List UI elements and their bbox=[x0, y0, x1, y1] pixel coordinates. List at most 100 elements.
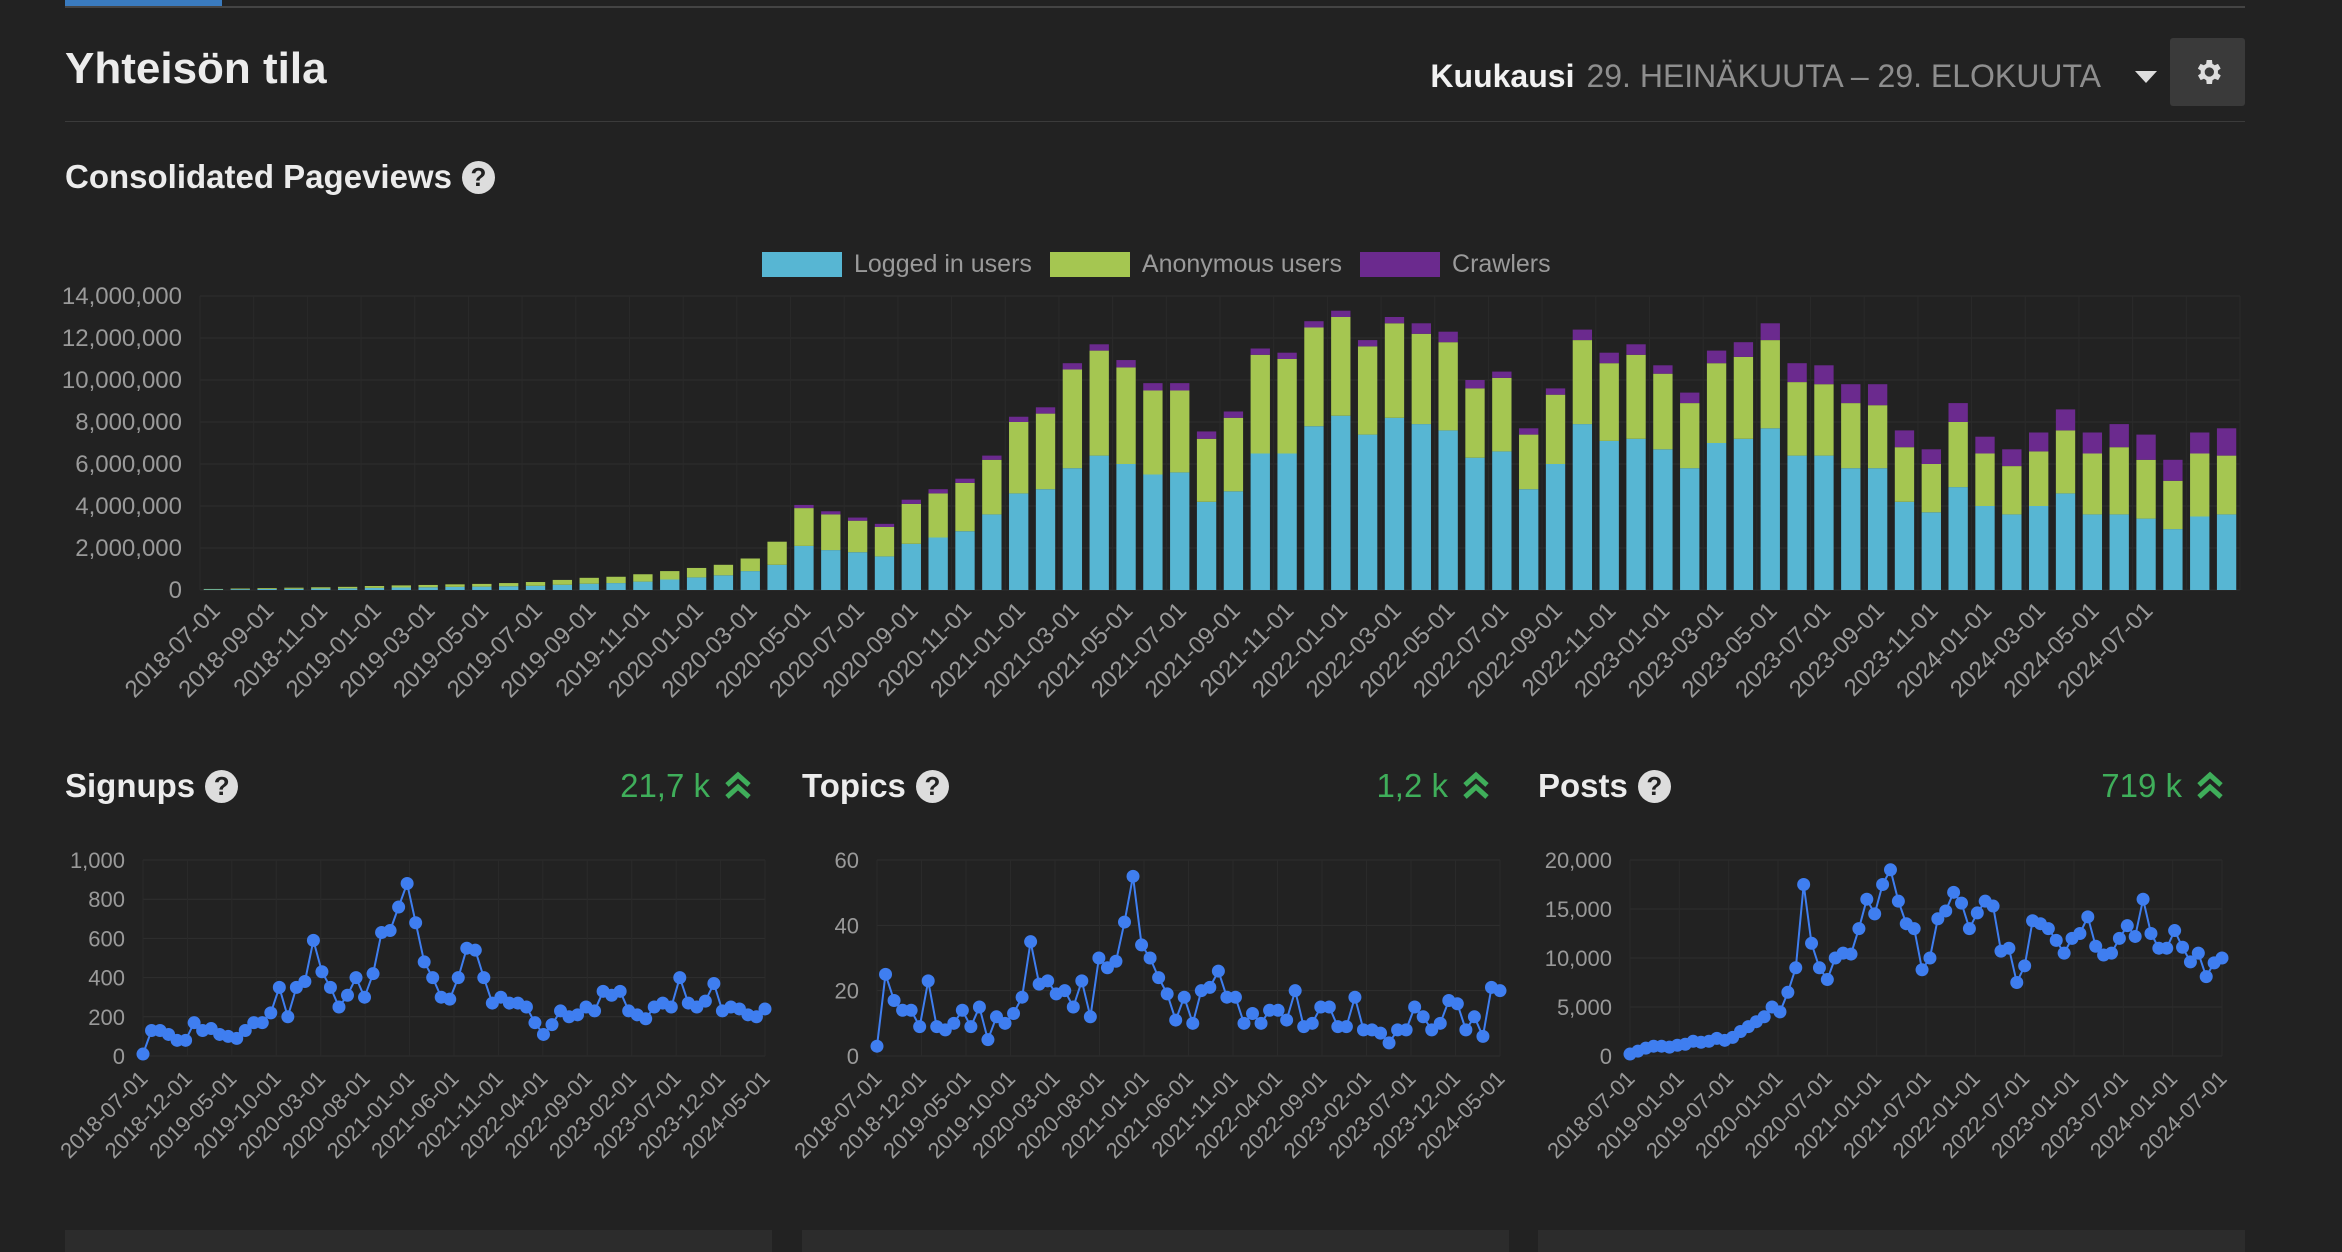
data-point bbox=[1907, 922, 1921, 936]
data-point bbox=[1939, 904, 1953, 918]
bar-segment bbox=[1089, 344, 1109, 351]
data-point bbox=[443, 992, 457, 1006]
bar-segment bbox=[2190, 453, 2210, 517]
bar-segment bbox=[1545, 464, 1566, 590]
data-point bbox=[1757, 1010, 1771, 1024]
bar-segment bbox=[579, 577, 599, 584]
data-point bbox=[315, 965, 329, 979]
bar-segment bbox=[794, 545, 814, 590]
bar-segment bbox=[1116, 360, 1136, 368]
data-point bbox=[1117, 915, 1131, 929]
data-point bbox=[2136, 892, 2150, 906]
data-point bbox=[1135, 938, 1149, 952]
bar-segment bbox=[364, 587, 385, 590]
data-point bbox=[904, 1003, 918, 1017]
bar-segment bbox=[2055, 493, 2076, 590]
legend-swatch bbox=[1049, 252, 1130, 277]
help-icon[interactable]: ? bbox=[205, 769, 239, 803]
bar-segment bbox=[982, 455, 1002, 460]
bar-segment bbox=[1438, 430, 1458, 590]
bar-segment bbox=[472, 586, 492, 590]
bar-segment bbox=[2055, 409, 2076, 431]
bar-segment bbox=[982, 514, 1002, 590]
bar-segment bbox=[2029, 451, 2049, 506]
legend-item-crawlers[interactable]: Crawlers bbox=[1360, 250, 1551, 279]
bar-segment bbox=[1572, 424, 1593, 590]
data-point bbox=[1152, 971, 1166, 985]
bar-segment bbox=[1143, 474, 1163, 590]
period-selector[interactable]: Kuukausi 29. HEINÄKUUTA – 29. ELOKUUTA bbox=[1430, 58, 2157, 95]
legend-item-anonymous[interactable]: Anonymous users bbox=[1049, 250, 1342, 279]
gear-icon bbox=[2197, 60, 2221, 84]
data-point bbox=[1305, 1016, 1319, 1030]
settings-button[interactable] bbox=[2170, 38, 2245, 106]
data-point bbox=[340, 988, 354, 1002]
data-point bbox=[1339, 1020, 1353, 1034]
bar-segment bbox=[1626, 438, 1646, 590]
bar-segment bbox=[2163, 459, 2183, 481]
bar-segment bbox=[1706, 350, 1727, 364]
bar-segment bbox=[1626, 354, 1646, 439]
data-point bbox=[383, 924, 397, 938]
bar-segment bbox=[606, 583, 626, 590]
bar-segment bbox=[1465, 457, 1485, 590]
bar-segment bbox=[1841, 403, 1861, 469]
data-point bbox=[1947, 885, 1961, 899]
data-point bbox=[417, 955, 431, 969]
bar-segment bbox=[1250, 453, 1270, 590]
bar-segment bbox=[445, 584, 465, 587]
bar-segment bbox=[1170, 383, 1190, 391]
active-tab-indicator[interactable] bbox=[65, 0, 222, 8]
data-point bbox=[1923, 951, 1937, 965]
bar-segment bbox=[2055, 430, 2076, 494]
help-icon[interactable]: ? bbox=[1637, 769, 1671, 803]
data-point bbox=[955, 1003, 969, 1017]
bar-segment bbox=[1411, 333, 1431, 425]
topics-chart: 60402002018-07-012018-12-012019-05-01201… bbox=[789, 848, 1509, 1163]
posts-title-text: Posts bbox=[1538, 767, 1628, 804]
bar-segment bbox=[794, 508, 814, 546]
legend-item-logged-in[interactable]: Logged in users bbox=[762, 250, 1032, 279]
topics-title: Topics ? bbox=[802, 767, 949, 805]
bar-segment bbox=[1572, 340, 1593, 425]
bar-segment bbox=[928, 489, 948, 494]
data-point bbox=[272, 980, 286, 994]
bar-segment bbox=[2109, 514, 2129, 590]
y-tick-label: 800 bbox=[88, 887, 125, 912]
help-icon[interactable]: ? bbox=[461, 160, 495, 194]
bar-segment bbox=[740, 558, 760, 572]
bar-segment bbox=[1867, 468, 1888, 590]
data-point bbox=[1416, 1010, 1430, 1024]
y-tick-label: 2,000,000 bbox=[75, 535, 182, 562]
bar-segment bbox=[1599, 363, 1619, 441]
legend-label: Logged in users bbox=[854, 250, 1032, 278]
bar-segment bbox=[821, 550, 841, 590]
data-point bbox=[1476, 1029, 1490, 1043]
bar-segment bbox=[1975, 506, 1995, 590]
data-point bbox=[1773, 1005, 1787, 1019]
bar-segment bbox=[901, 499, 921, 504]
data-point bbox=[2160, 941, 2174, 955]
double-chevron-up-icon bbox=[2197, 771, 2223, 799]
bar-segment bbox=[1223, 491, 1244, 590]
data-point bbox=[255, 1016, 269, 1030]
data-point bbox=[1876, 878, 1890, 891]
chevron-down-icon[interactable] bbox=[2135, 70, 2157, 83]
bar-segment bbox=[1170, 390, 1190, 473]
bar-segment bbox=[1653, 373, 1673, 450]
bar-segment bbox=[1304, 426, 1324, 590]
bar-segment bbox=[1411, 323, 1431, 334]
data-point bbox=[349, 971, 363, 985]
bar-segment bbox=[1438, 331, 1458, 343]
y-tick-label: 400 bbox=[88, 966, 125, 991]
bar-segment bbox=[1921, 464, 1941, 513]
bar-segment bbox=[1975, 436, 1995, 454]
bar-segment bbox=[2136, 459, 2156, 519]
data-point bbox=[981, 1033, 995, 1047]
bar-segment bbox=[1089, 350, 1109, 456]
bar-segment bbox=[284, 587, 304, 589]
data-point bbox=[2191, 946, 2205, 960]
y-tick-label: 60 bbox=[835, 848, 859, 873]
y-tick-label: 20,000 bbox=[1545, 848, 1612, 873]
help-icon[interactable]: ? bbox=[915, 769, 949, 803]
